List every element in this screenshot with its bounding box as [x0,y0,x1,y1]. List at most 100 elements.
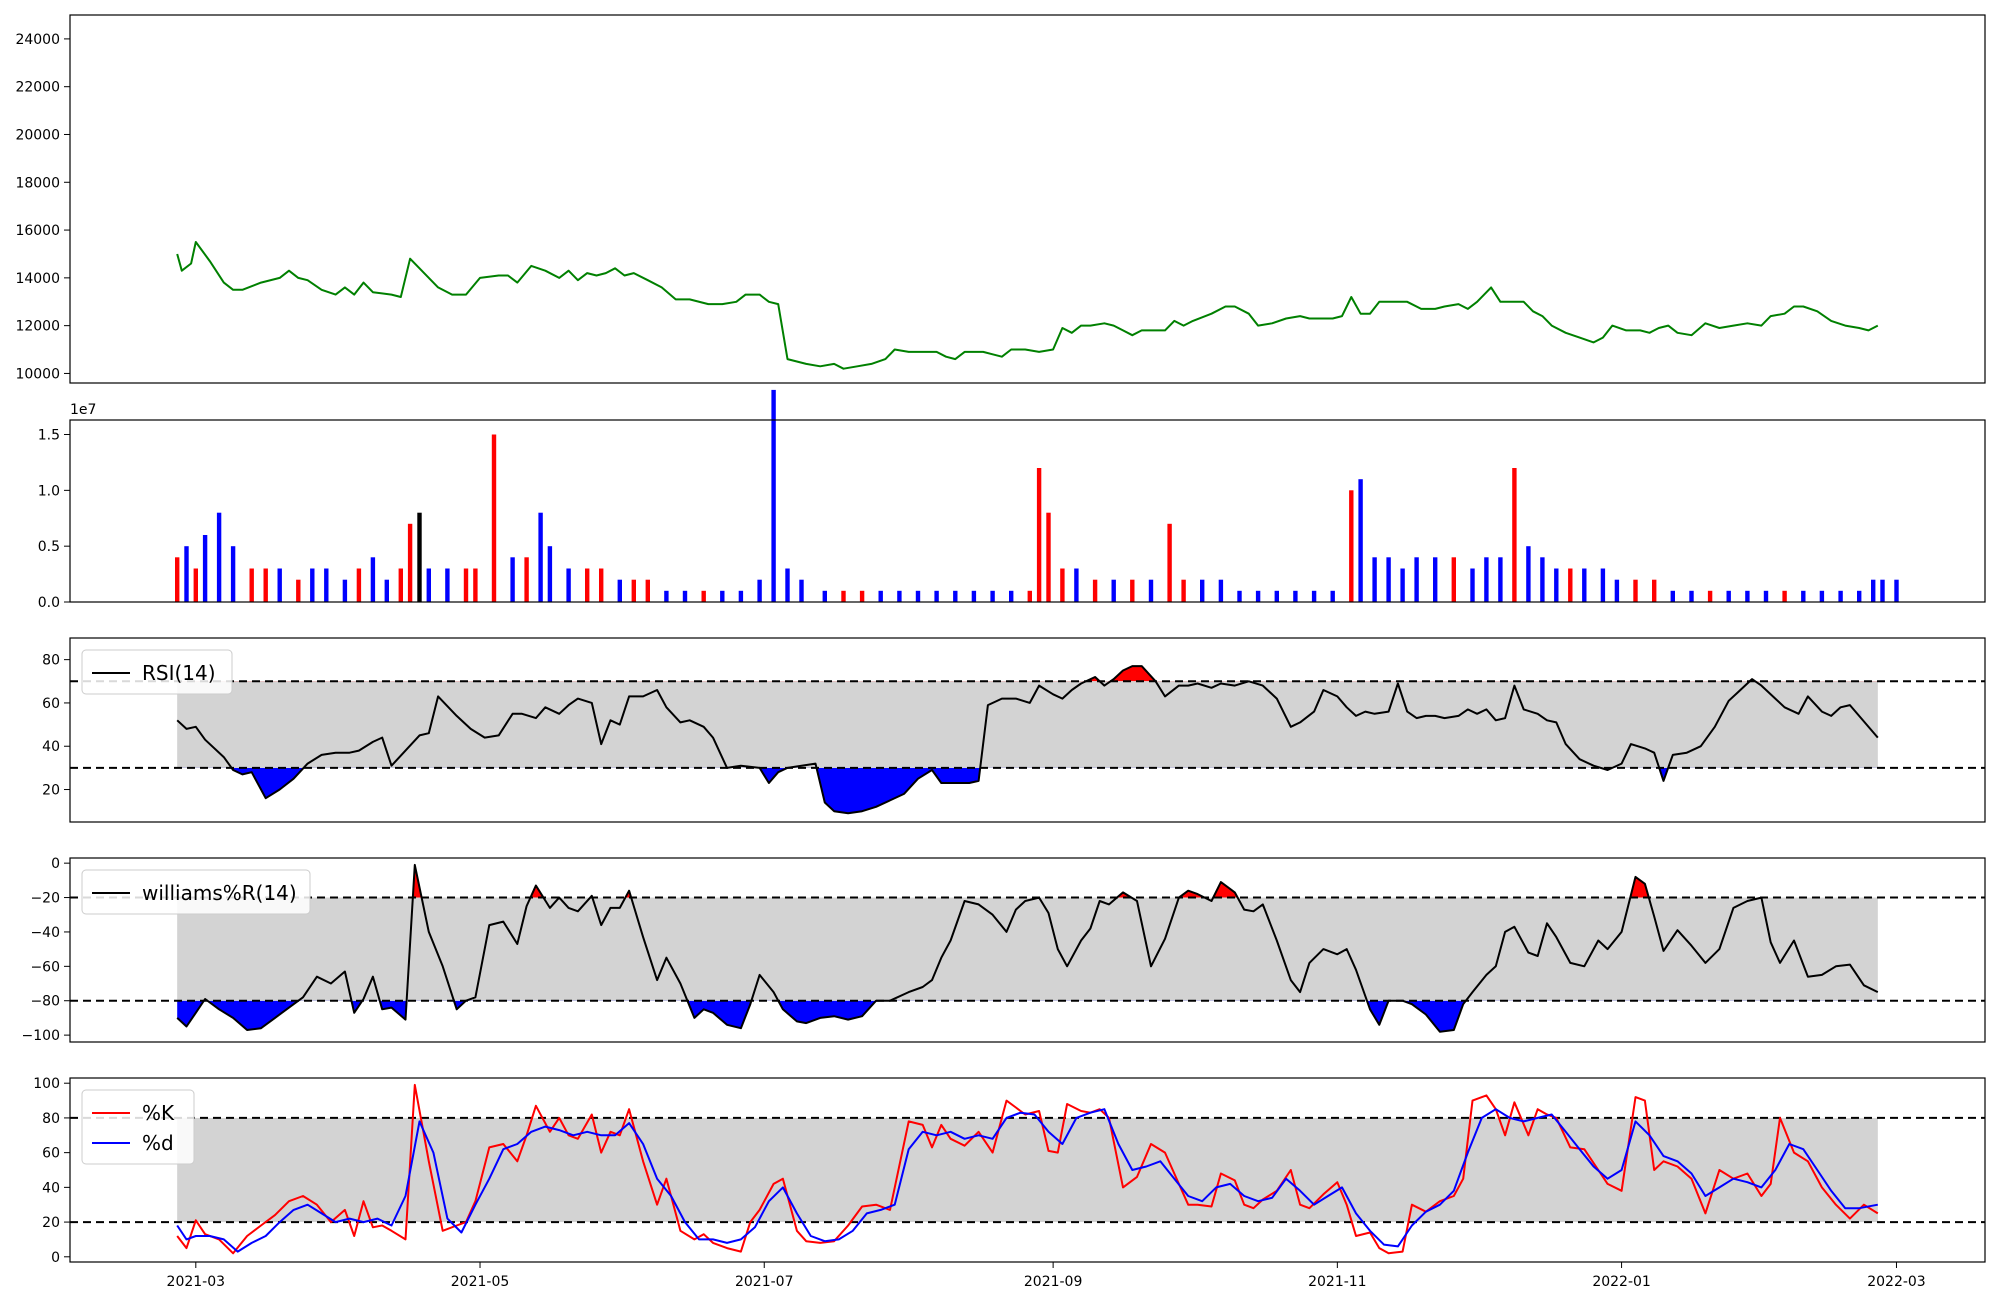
volume-bar [1582,568,1587,602]
y-tick-label: 0.5 [38,539,60,555]
volume-bar [538,512,543,602]
volume-bar [738,590,744,602]
volume-bar [720,590,725,602]
volume-bar [1433,557,1438,602]
volume-bar [1218,579,1224,602]
y-tick-label: 60 [42,696,60,712]
y-tick-label: 20 [42,1215,60,1231]
plot-frame [69,419,1986,603]
volume-bar [1526,546,1531,602]
neutral-band [177,897,1878,1001]
volume-bar [1358,479,1363,602]
y-tick-label: −60 [30,959,60,975]
volume-bar [1293,590,1298,602]
legend: %K %d [81,1089,195,1165]
y-tick-label: 14000 [15,271,60,287]
overbought-fill [1085,666,1756,682]
overbought-fill [412,864,1649,898]
volume-bar [491,434,497,602]
volume-bar [897,590,902,602]
y-tick-label: 10000 [15,366,60,382]
y-tick-label: 0 [51,1250,60,1266]
y-tick-label: 1.5 [38,428,60,444]
volume-bar [445,568,450,602]
volume-bar [1568,568,1573,602]
volume-bar [1349,490,1354,602]
volume-bar [193,568,198,602]
price-line [176,241,1879,370]
volume-bar [1857,590,1862,602]
legend-label: %K [142,1101,175,1125]
price-panel: 10000 12000 14000 16000 18000 20000 22000 24000 [15,14,1986,384]
volume-bar [1311,590,1317,602]
y-tick-label: 40 [42,1180,60,1196]
volume-bar [342,579,348,602]
volume-panel: 0.0 0.5 1.0 1.5 1e7 [38,389,1986,611]
neutral-band [177,1117,1878,1223]
volume-bar [1782,590,1787,602]
volume-bar [1074,568,1079,602]
series-line-1 [176,863,1879,1033]
y-tick-label: 40 [42,739,60,755]
volume-bar [463,568,469,602]
x-tick-label: 2021-07 [735,1274,794,1290]
volume-bar [971,590,977,602]
volume-bar [1274,590,1279,602]
volume-bar [585,568,590,602]
volume-bar [1027,590,1032,602]
y-tick-label: 1.0 [38,483,60,499]
volume-bar [1745,590,1750,602]
x-tick-label: 2022-03 [1867,1274,1926,1290]
y-tick-label: −20 [30,891,60,907]
volume-bar [1871,579,1876,602]
volume-bar [631,579,636,602]
volume-bar [841,590,846,602]
x-tick-label: 2021-11 [1308,1274,1367,1290]
legend-box [81,1089,195,1165]
volume-bar [599,568,604,602]
volume-bar [1167,523,1172,602]
series-line-1 [176,1083,1879,1255]
volume-bar [1046,512,1051,602]
legend-label: %d [142,1131,174,1155]
volume-bar [1092,579,1098,602]
volume-bar [990,590,995,602]
volume-bar [1689,590,1694,602]
volume-bar [1540,557,1545,602]
volume-bar [524,557,529,602]
volume-bar [701,590,706,602]
volume-bar [417,512,422,602]
volume-bar [1614,579,1620,602]
volume-bar [1838,590,1843,602]
volume-bar [1148,579,1154,602]
volume-bar [216,512,222,602]
volume-bar [1726,590,1731,602]
volume-bar [878,590,883,602]
volume-bar [175,557,180,602]
y-tick-label: 60 [42,1146,60,1162]
series-line-2 [176,1108,1878,1253]
y-tick-label: 18000 [15,175,60,191]
legend-box [81,869,311,915]
plot-frame [69,14,1986,384]
y-tick-label: 24000 [15,32,60,48]
y-tick-label: −100 [22,1028,60,1044]
volume-bar [1484,557,1489,602]
volume-bar [953,590,958,602]
legend: RSI(14) [81,649,233,695]
volume-bar [1181,579,1186,602]
volume-bar [566,568,571,602]
volume-bar [1600,568,1606,602]
x-tick-label: 2021-09 [1024,1274,1083,1290]
volume-bar [547,546,553,602]
volume-bar [1880,579,1885,602]
volume-bar [1451,557,1456,602]
legend-label: williams%R(14) [142,881,297,905]
y-tick-label: 80 [42,653,60,669]
volume-bar [1470,568,1475,602]
volume-bar [1372,557,1377,602]
volume-bar [1894,579,1899,602]
y-tick-label: 0 [51,856,60,872]
y-tick-label: 0.0 [38,595,60,611]
